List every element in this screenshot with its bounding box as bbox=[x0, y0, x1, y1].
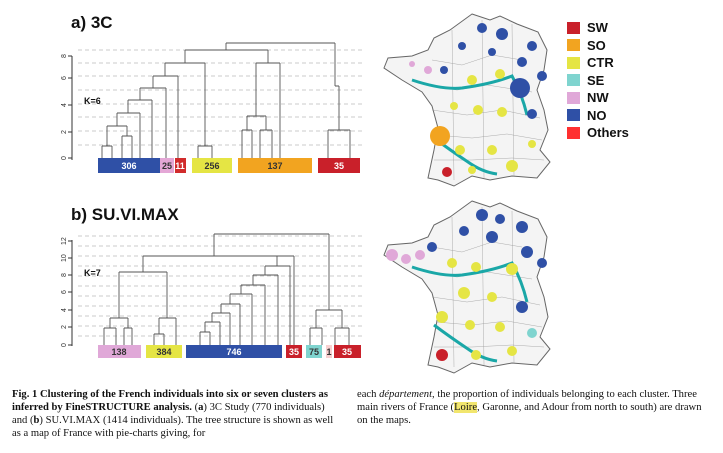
legend-label-nw: NW bbox=[587, 90, 609, 106]
k-label-a: K=6 bbox=[84, 96, 101, 106]
count-a-306: 306 bbox=[121, 161, 136, 171]
legend-swatch-so bbox=[567, 39, 580, 52]
bar-b-746 bbox=[186, 345, 282, 358]
ytick-a-2: 2 bbox=[61, 130, 68, 134]
legend-item-others: Others bbox=[567, 124, 629, 142]
count-a-11: 11 bbox=[175, 161, 185, 171]
count-b-1: 1 bbox=[326, 347, 331, 357]
bar-b-35b bbox=[334, 345, 361, 358]
legend-item-sw: SW bbox=[567, 19, 629, 37]
count-a-256: 256 bbox=[204, 161, 219, 171]
legend-label-others: Others bbox=[587, 125, 629, 141]
legend-swatch-sw bbox=[567, 21, 580, 34]
ytick-b-0: 0 bbox=[61, 343, 68, 347]
count-b-35b: 35 bbox=[342, 347, 352, 357]
caption-river-loire: Loire bbox=[454, 402, 478, 413]
legend-label-no: NO bbox=[587, 107, 607, 123]
legend-label-so: SO bbox=[587, 37, 606, 53]
caption-right-text1: , the proportion of individuals belongin… bbox=[357, 389, 697, 413]
bar-b-75 bbox=[306, 345, 322, 358]
bar-b-384 bbox=[146, 345, 182, 358]
count-b-384: 384 bbox=[156, 347, 171, 357]
cluster-bar-a bbox=[98, 158, 360, 173]
bar-a-35 bbox=[318, 158, 360, 173]
dendrogram-suvimax: 0 2 4 6 8 10 12 K=7 bbox=[61, 233, 365, 358]
figure-number: Fig. 1 bbox=[12, 389, 38, 400]
legend-item-ctr: CTR bbox=[567, 54, 629, 72]
caption-right-text2: , Garonne, and Adour from north to south… bbox=[357, 402, 702, 426]
bar-a-137 bbox=[238, 158, 312, 173]
legend-item-so: SO bbox=[567, 37, 629, 55]
legend-swatch-se bbox=[567, 74, 580, 87]
ytick-a-4: 4 bbox=[61, 103, 68, 107]
k-label-b: K=7 bbox=[84, 268, 101, 278]
ytick-b-2: 2 bbox=[61, 325, 68, 329]
ytick-a-8: 8 bbox=[61, 54, 68, 58]
bar-a-256 bbox=[192, 158, 232, 173]
departement-borders bbox=[426, 206, 545, 368]
ytick-a-6: 6 bbox=[61, 76, 68, 80]
bar-a-11 bbox=[175, 158, 186, 173]
caption-right-italic: département bbox=[379, 389, 433, 400]
count-b-746: 746 bbox=[226, 347, 241, 357]
caption-a-text: 3C Study (770 individuals) and bbox=[12, 402, 325, 426]
france-outline bbox=[383, 200, 551, 374]
caption-a-label: a bbox=[198, 402, 204, 413]
bar-a-306 bbox=[98, 158, 160, 173]
figure-caption-left: Fig. 1 Clustering of the French individu… bbox=[12, 389, 334, 439]
river-garonne bbox=[433, 323, 498, 363]
legend-label-ctr: CTR bbox=[587, 55, 614, 71]
figure-caption-right: each département, the proportion of indi… bbox=[357, 388, 712, 427]
bar-b-138 bbox=[98, 345, 141, 358]
legend-swatch-others bbox=[567, 126, 580, 139]
caption-b-label: b bbox=[33, 415, 40, 426]
ytick-b-10: 10 bbox=[61, 254, 68, 262]
count-b-75: 75 bbox=[309, 347, 319, 357]
ytick-b-6: 6 bbox=[61, 290, 68, 294]
france-outline bbox=[383, 13, 551, 187]
count-a-35: 35 bbox=[334, 161, 344, 171]
caption-b-text: SU.VI.MAX (1414 individuals). The tree s… bbox=[12, 415, 334, 439]
legend-item-nw: NW bbox=[567, 89, 629, 107]
panel-a-label: a) 3C bbox=[71, 13, 113, 32]
legend-label-se: SE bbox=[587, 72, 605, 88]
ytick-b-4: 4 bbox=[61, 308, 68, 312]
river-loire bbox=[411, 261, 529, 303]
tree-a bbox=[101, 42, 351, 158]
count-a-25: 25 bbox=[162, 161, 172, 171]
france-map-3c bbox=[383, 13, 551, 187]
bar-b-35 bbox=[286, 345, 302, 358]
legend-swatch-ctr bbox=[567, 56, 580, 69]
caption-right-pre: each bbox=[357, 389, 377, 400]
pie-charts-suvimax bbox=[386, 209, 547, 361]
legend-item-se: SE bbox=[567, 72, 629, 90]
gridlines bbox=[78, 235, 365, 337]
bar-a-25 bbox=[160, 158, 174, 173]
gridlines bbox=[78, 49, 365, 146]
tree-b bbox=[103, 233, 350, 345]
legend-item-no: NO bbox=[567, 107, 629, 125]
ytick-b-12: 12 bbox=[61, 237, 68, 245]
cluster-bar-b bbox=[98, 345, 361, 358]
y-axis bbox=[68, 55, 73, 160]
count-b-138: 138 bbox=[111, 347, 126, 357]
legend-label-sw: SW bbox=[587, 20, 608, 36]
count-b-35: 35 bbox=[289, 347, 299, 357]
legend-swatch-no bbox=[567, 109, 580, 122]
dendrogram-3c: 0 2 4 6 8 K=6 306 25 11 256 1 bbox=[61, 42, 365, 173]
count-a-137: 137 bbox=[267, 161, 282, 171]
caption-title: Clustering of the French individuals int… bbox=[12, 389, 328, 413]
cluster-legend: SW SO CTR SE NW NO Others bbox=[567, 19, 629, 142]
legend-swatch-nw bbox=[567, 91, 580, 104]
ytick-b-8: 8 bbox=[61, 273, 68, 277]
france-map-suvimax bbox=[383, 200, 551, 374]
ytick-a-0: 0 bbox=[61, 156, 68, 160]
pie-charts-3c bbox=[409, 23, 547, 177]
panel-b-label: b) SU.VI.MAX bbox=[71, 205, 179, 224]
bar-b-1 bbox=[326, 345, 332, 358]
y-axis bbox=[68, 240, 73, 346]
